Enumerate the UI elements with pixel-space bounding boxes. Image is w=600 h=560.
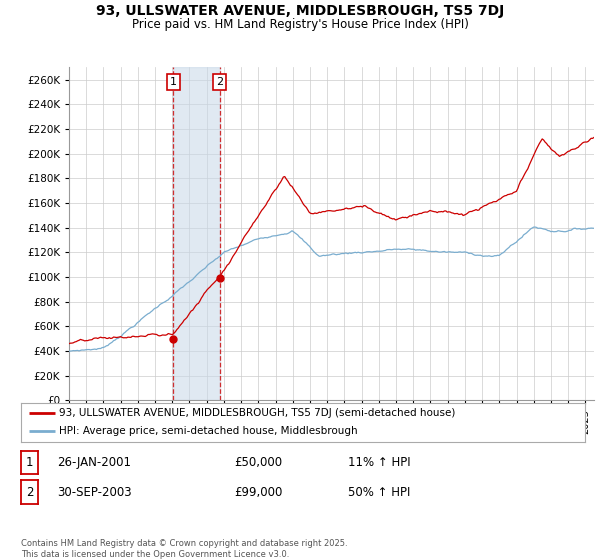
Bar: [173, 67, 220, 400]
Text: 2: 2: [26, 486, 33, 498]
Text: 30-SEP-2003: 30-SEP-2003: [57, 486, 131, 499]
Text: HPI: Average price, semi-detached house, Middlesbrough: HPI: Average price, semi-detached house,…: [59, 426, 358, 436]
Text: £50,000: £50,000: [234, 456, 282, 469]
Text: Contains HM Land Registry data © Crown copyright and database right 2025.
This d: Contains HM Land Registry data © Crown c…: [21, 539, 347, 559]
Text: Price paid vs. HM Land Registry's House Price Index (HPI): Price paid vs. HM Land Registry's House …: [131, 18, 469, 31]
Text: 1: 1: [26, 456, 33, 469]
Text: 11% ↑ HPI: 11% ↑ HPI: [348, 456, 410, 469]
Text: 26-JAN-2001: 26-JAN-2001: [57, 456, 131, 469]
Text: 93, ULLSWATER AVENUE, MIDDLESBROUGH, TS5 7DJ (semi-detached house): 93, ULLSWATER AVENUE, MIDDLESBROUGH, TS5…: [59, 408, 456, 418]
Text: 1: 1: [170, 77, 177, 87]
Text: 93, ULLSWATER AVENUE, MIDDLESBROUGH, TS5 7DJ: 93, ULLSWATER AVENUE, MIDDLESBROUGH, TS5…: [96, 4, 504, 18]
Text: 2: 2: [216, 77, 223, 87]
Text: £99,000: £99,000: [234, 486, 283, 499]
Text: 50% ↑ HPI: 50% ↑ HPI: [348, 486, 410, 499]
